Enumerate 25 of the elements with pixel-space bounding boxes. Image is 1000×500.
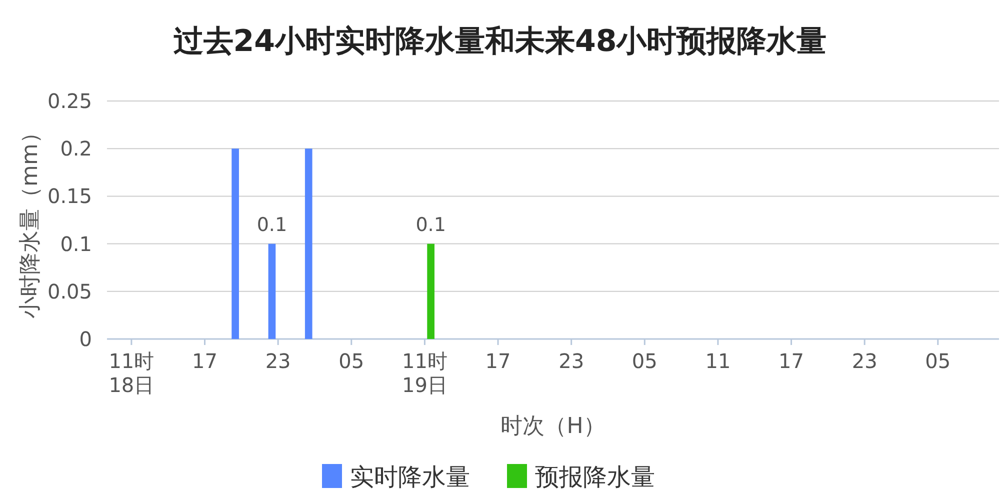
x-tick-label: 05 [925,349,951,373]
x-tick-label: 23 [558,349,584,373]
y-tick-label: 0.05 [47,279,92,304]
legend-label: 预报降水量 [535,463,655,491]
x-tick-label: 17 [778,349,804,373]
chart-title: 过去24小时实时降水量和未来48小时预报降水量 [173,24,827,59]
x-tick-label: 11时 19日 [402,349,448,397]
x-tick-label: 05 [338,349,364,373]
y-tick-label: 0 [79,327,92,351]
x-tick-label: 17 [192,349,218,373]
y-tick-label: 0.25 [47,89,92,113]
x-tick-label: 11时 18日 [108,349,154,397]
legend-label: 实时降水量 [350,463,470,491]
x-tick-label: 05 [632,349,658,373]
x-tick-label: 23 [265,349,291,373]
y-tick-label: 0.15 [47,184,92,208]
x-tick-label: 11 [705,349,731,373]
data-label: 0.1 [416,214,446,236]
y-tick-label: 0.2 [60,136,92,161]
y-tick-label: 0.1 [60,232,92,256]
x-tick-label: 23 [852,349,878,373]
x-tick-label: 17 [485,349,511,373]
x-axis-title: 时次（H） [500,414,606,439]
data-label: 0.1 [256,214,288,236]
y-axis-title: 小时降水量（mm） [18,122,43,318]
